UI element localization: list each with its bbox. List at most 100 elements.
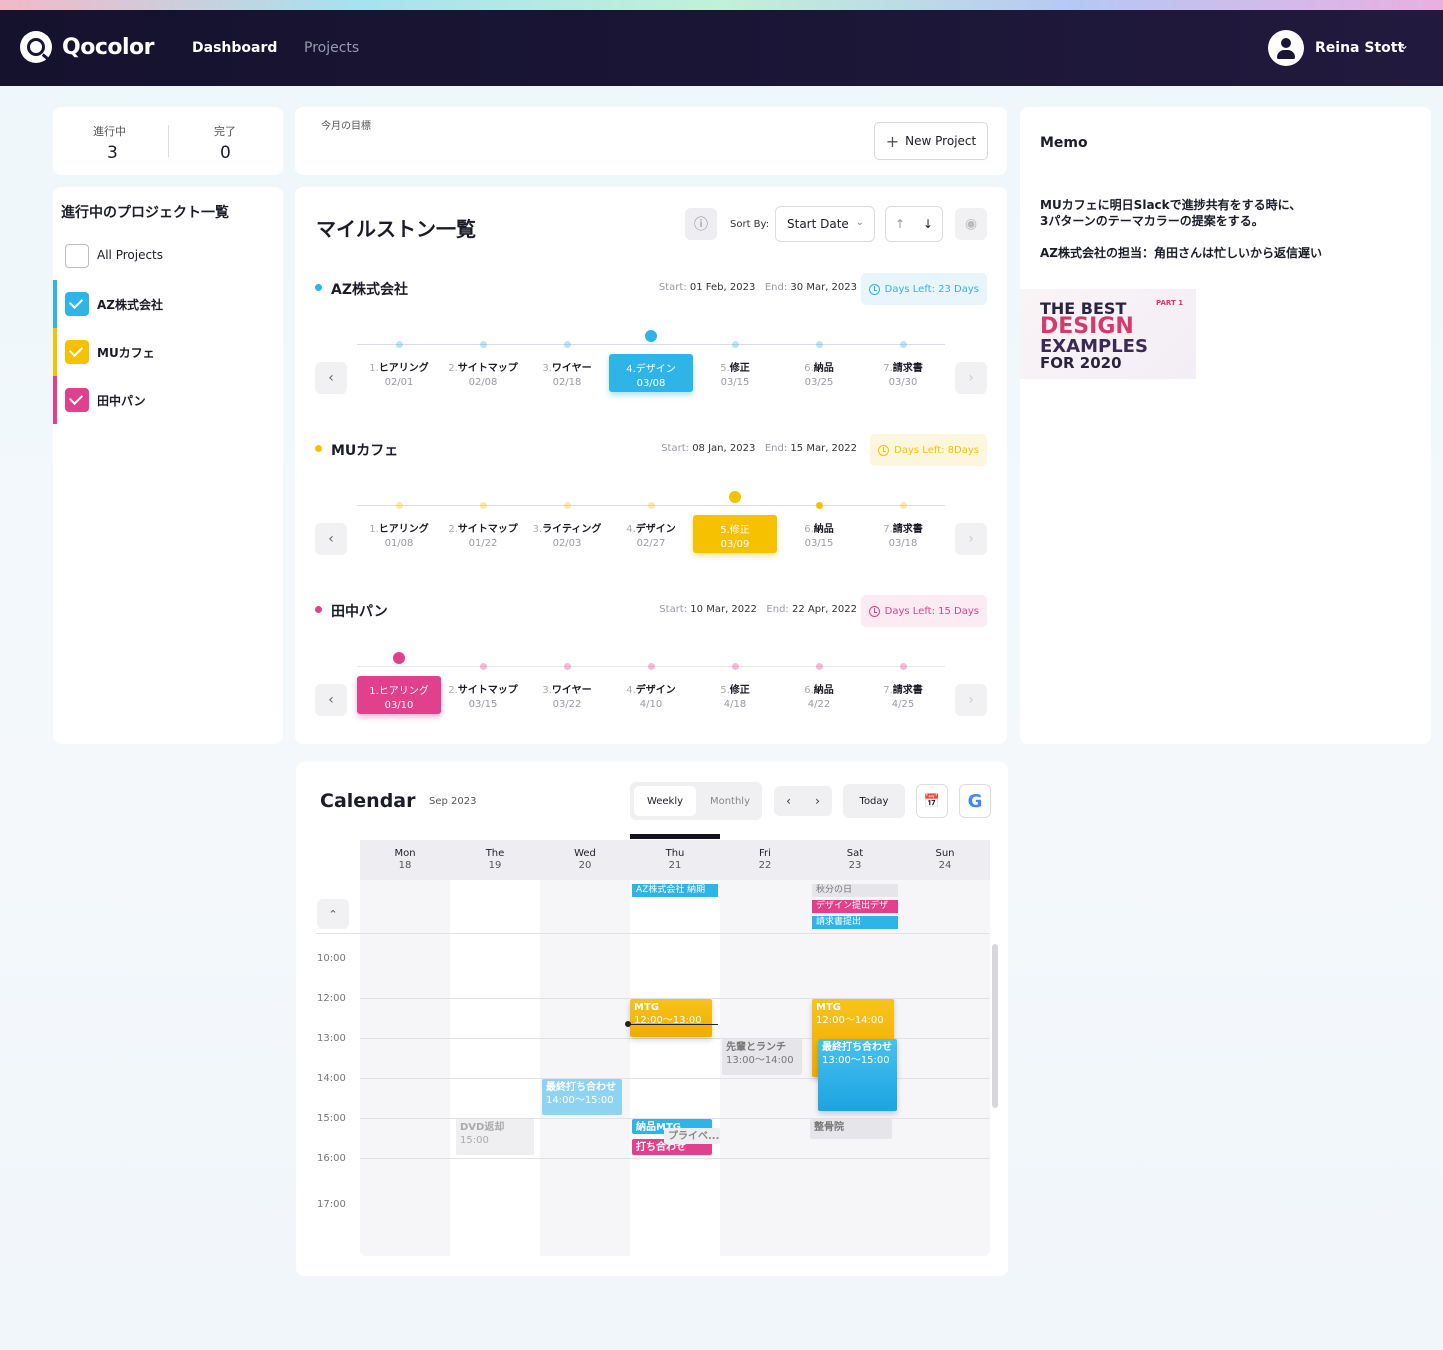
add-calendar-icon[interactable]: 📅 [916,784,948,818]
milestone-step[interactable]: 5.修正 03/15 [720,363,750,388]
day-column[interactable]: Thu 21 [630,840,720,1256]
allday-event[interactable]: デザイン提出デザ [812,900,898,913]
logo-icon[interactable] [20,31,52,63]
settings-icon[interactable]: ◉ [955,208,987,240]
arrow-down-icon[interactable]: ↓ [922,217,934,231]
calendar-event-mtg[interactable]: MTG 12:00〜13:00 [630,999,712,1037]
day-header[interactable]: Sun 24 [900,840,990,880]
day-column[interactable]: Wed 20 [540,840,630,1256]
today-button[interactable]: Today [843,784,905,818]
chevron-left-icon[interactable]: ‹ [315,523,347,555]
nav-dashboard[interactable]: Dashboard [192,40,278,56]
day-header[interactable]: Wed 20 [540,840,630,880]
chevron-right-icon[interactable]: › [955,523,987,555]
checkbox-checked[interactable] [65,292,89,316]
app-header: Qocolor Dashboard Projects Reina Stott ⌄ [0,10,1443,86]
milestone-step-active[interactable]: 5.修正 03/09 [693,515,777,553]
in-progress-count: 3 [107,143,118,163]
allday-event[interactable]: 請求書提出 [812,916,898,929]
app-logo-text[interactable]: Qocolor [62,35,154,60]
project-filter-az[interactable]: AZ株式会社 [53,280,282,328]
calendar-event-lunch[interactable]: 先輩とランチ 13:00〜14:00 [722,1039,802,1075]
day-header[interactable]: Fri 22 [720,840,810,880]
allday-event[interactable]: AZ株式会社 納期 [632,884,718,897]
milestone-step[interactable]: 6.納品 03/15 [804,524,834,549]
project-filter-mu[interactable]: MUカフェ [53,328,282,376]
day-header[interactable]: Thu 21 [630,840,720,880]
memo-line[interactable]: MUカフェに明日Slackで進捗共有をする時に、 [1040,198,1302,212]
monthly-tab[interactable]: Monthly [709,795,751,807]
milestone-dot [479,502,487,509]
milestone-step[interactable]: 1.ヒアリング 01/08 [369,524,429,549]
chevron-left-icon[interactable]: ‹ [315,684,347,716]
sort-select[interactable]: Start Date ⌄ [775,206,875,242]
user-avatar-icon[interactable] [1268,30,1304,66]
day-column[interactable]: Mon 18 [360,840,450,1256]
milestone-dot [647,502,655,509]
milestone-step[interactable]: 3.ワイヤー 03/22 [542,685,592,710]
milestone-step[interactable]: 5.修正 4/18 [720,685,750,710]
chevron-down-icon[interactable]: ⌄ [1399,38,1410,52]
project-filter-tanaka[interactable]: 田中パン [53,376,282,424]
milestone-step[interactable]: 7.請求書 4/25 [883,685,923,710]
milestone-step[interactable]: 2.サイトマップ 02/08 [448,363,518,388]
checkbox-empty[interactable] [65,244,89,268]
calendar-scrollbar[interactable] [992,944,998,1108]
milestone-step[interactable]: 6.納品 4/22 [804,685,834,710]
milestone-step[interactable]: 4.デザイン 4/10 [626,685,676,710]
weekly-tab[interactable]: Weekly [634,786,696,816]
calendar-event-final[interactable]: 最終打ち合わせ 13:00〜15:00 [818,1039,897,1111]
day-column[interactable]: Sun 24 [900,840,990,1256]
monthly-goal-label: 今月の目標 [321,121,371,132]
milestone-step[interactable]: 1.ヒアリング 02/01 [369,363,429,388]
day-header[interactable]: Mon 18 [360,840,450,880]
google-icon[interactable]: G [959,784,991,818]
calendar-event-final[interactable]: 最終打ち合わせ 14:00〜15:00 [542,1079,622,1115]
memo-image-thumbnail[interactable]: THE BEST DESIGN EXAMPLES FOR 2020 PART 1 [1020,289,1196,379]
hour-line [360,1078,990,1079]
sort-direction-toggle[interactable]: ↑ ↓ [885,206,943,242]
memo-line[interactable]: AZ株式会社の担当：角田さんは忙しいから返信遅い [1040,246,1322,260]
milestone-step[interactable]: 6.納品 03/25 [804,363,834,388]
milestone-step[interactable]: 2.サイトマップ 01/22 [448,524,518,549]
chevron-right-icon[interactable]: › [955,362,987,394]
milestone-dates: Start: 01 Feb, 2023 End: 30 Mar, 2023 [658,282,857,293]
project-color-dot [315,445,322,452]
milestone-step[interactable]: 4.デザイン 02/27 [626,524,676,549]
arrow-up-icon[interactable]: ↑ [894,217,906,231]
day-header[interactable]: The 19 [450,840,540,880]
milestone-step[interactable]: 7.請求書 03/18 [883,524,923,549]
milestone-step[interactable]: 3.ライティング 02/03 [532,524,602,549]
day-header[interactable]: Sat 23 [810,840,900,880]
milestone-step-active[interactable]: 1.ヒアリング 03/10 [357,676,441,714]
milestone-step[interactable]: 7.請求書 03/30 [883,363,923,388]
calendar-event-private[interactable]: プライベ... [664,1128,720,1144]
checkbox-checked[interactable] [65,340,89,364]
info-icon[interactable]: ⓘ [685,208,717,240]
calendar-month: Sep 2023 [429,796,477,807]
user-name[interactable]: Reina Stott [1315,40,1405,56]
clock-icon [878,444,890,456]
chevron-up-icon[interactable]: ⌃ [317,899,349,929]
milestone-step-active[interactable]: 4.デザイン 03/08 [609,354,693,392]
chevron-right-icon[interactable]: › [815,794,820,808]
allday-event[interactable]: 秋分の日 [812,884,898,897]
day-column[interactable]: The 19 [450,840,540,1256]
chevron-right-icon[interactable]: › [955,684,987,716]
milestone-timeline: ‹ › 1.ヒアリング 02/01 2.サイトマップ 02/08 3.ワイヤー 02/18 4.… [315,330,987,414]
calendar-event-clinic[interactable]: 整骨院 [810,1119,892,1139]
memo-line[interactable]: 3パターンのテーマカラーの提案をする。 [1040,214,1264,228]
project-filter-all[interactable]: All Projects [53,232,282,280]
chevron-left-icon[interactable]: ‹ [315,362,347,394]
checkbox-checked[interactable] [65,388,89,412]
chevron-left-icon[interactable]: ‹ [786,794,791,808]
image-text: DESIGN [1040,314,1134,339]
milestone-dates: Start: 08 Jan, 2023 End: 15 Mar, 2022 [661,443,857,454]
image-text: FOR 2020 [1040,354,1122,372]
calendar-event-dvd[interactable]: DVD返却 15:00 [456,1119,534,1155]
new-project-button[interactable]: + New Project [874,122,988,160]
milestone-step[interactable]: 2.サイトマップ 03/15 [448,685,518,710]
milestone-step[interactable]: 3.ワイヤー 02/18 [542,363,592,388]
nav-projects[interactable]: Projects [304,40,360,56]
milestones-title: マイルストン一覧 [316,217,476,241]
